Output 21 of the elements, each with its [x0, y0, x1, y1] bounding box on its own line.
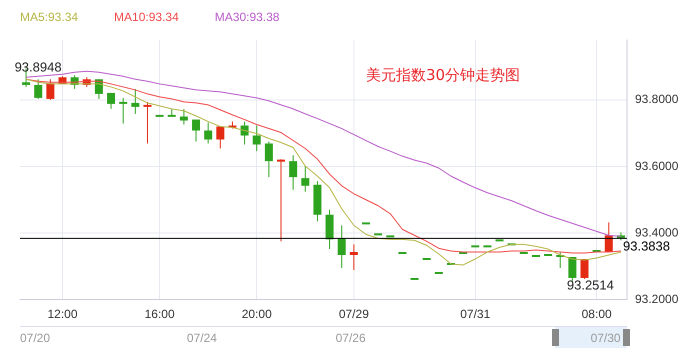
candlestick — [277, 159, 286, 242]
candlestick — [143, 102, 152, 144]
y-tick-label: 93.6000 — [635, 158, 679, 173]
x-tick-label: 12:00 — [47, 307, 78, 322]
range-slider: 07/20 07/24 07/26 07/30 — [20, 326, 627, 349]
annotation: 93.2514 — [566, 278, 614, 293]
y-tick-label: 93.8000 — [635, 92, 679, 106]
text: MA10:93.34 — [114, 10, 179, 24]
y-tick-label: 93.4000 — [635, 225, 679, 240]
text: 美元指数30分钟走势图 — [366, 66, 520, 84]
candlestick — [119, 98, 128, 124]
x-tick-label: 07/29 — [338, 307, 370, 322]
x-tick-label: 20:00 — [242, 307, 272, 322]
x-tick-label: 08:00 — [582, 307, 612, 322]
text: MA5:93.34 — [20, 10, 78, 24]
y-tick-label: 93.2000 — [635, 292, 679, 306]
x-tick-label: 07/31 — [460, 307, 491, 322]
text: MA30:93.38 — [214, 10, 280, 24]
x-tick-label: 16:00 — [144, 307, 175, 322]
annotation: 93.8948 — [14, 59, 62, 74]
ref-line-label: 93.3838 — [623, 238, 670, 254]
